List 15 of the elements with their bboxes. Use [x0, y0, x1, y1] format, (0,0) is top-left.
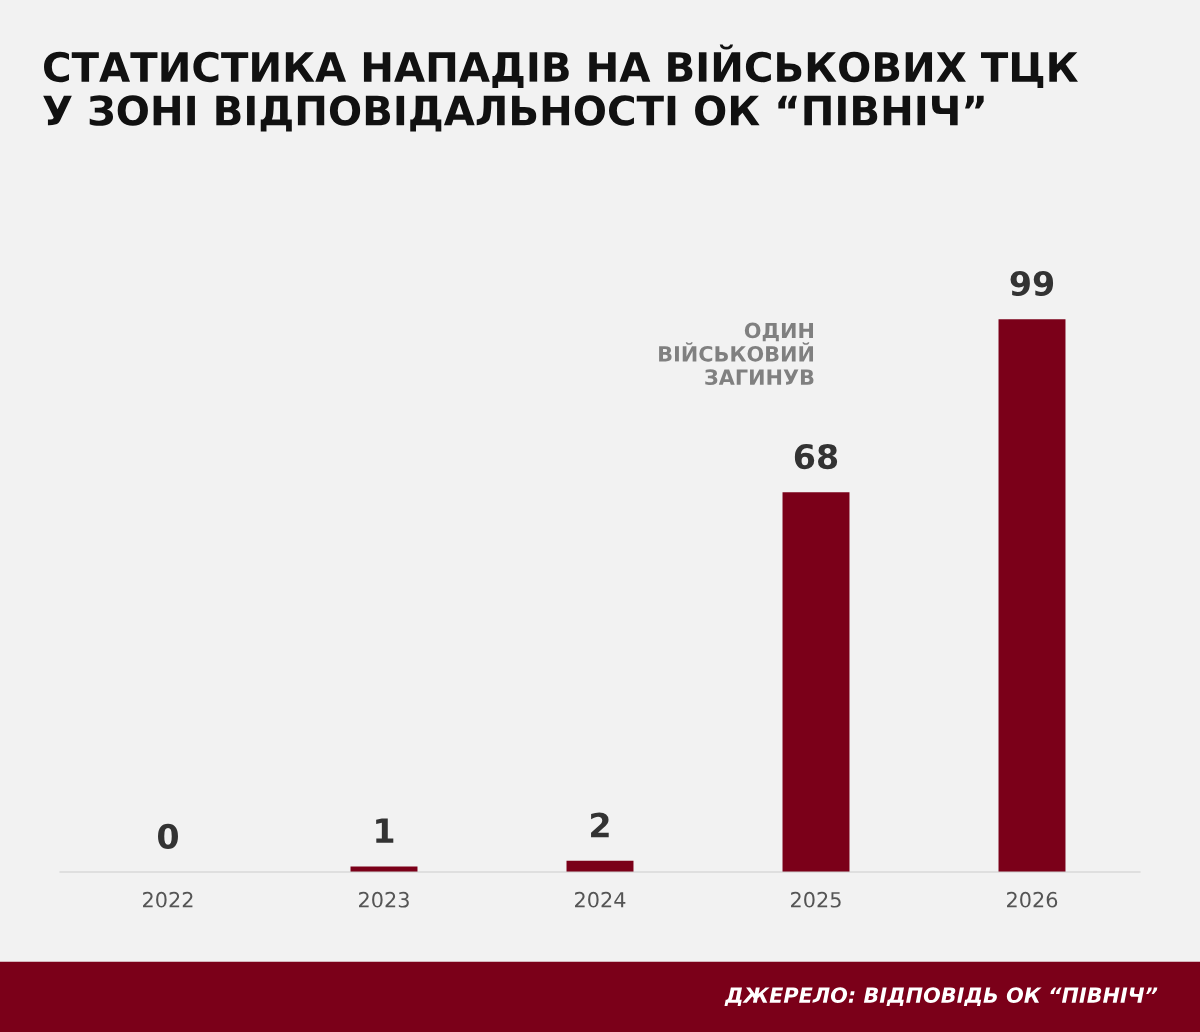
annotation: ОДИН ВІЙСЬКОВИЙ ЗАГИНУВ [659, 322, 814, 386]
data-label: 0 [158, 823, 178, 849]
text: ДЖЕРЕЛО: ВІДПОВІДЬ ОК “ПІВНІЧ” [724, 987, 1158, 1006]
data-label: 99 [1010, 270, 1054, 297]
x-tick-label: 2023 [359, 891, 409, 908]
data-label: 1 [376, 818, 394, 843]
data-label: 68 [794, 443, 838, 470]
x-tick-label: 2026 [1007, 891, 1058, 908]
bar [998, 319, 1066, 873]
x-tick-label: 2024 [575, 891, 626, 908]
data-label: 2 [591, 812, 609, 838]
x-tick-label: 2025 [791, 891, 841, 908]
bar [782, 492, 850, 873]
x-tick-label: 2022 [143, 891, 193, 908]
chart-title: СТАТИСТИКА НАПАДІВ НА ВІЙСЬКОВИХ ТЦК У ЗОНІ ВІДПОВІДАЛЬНОСТІ ОК “ПІВНІЧ” [43, 44, 1078, 132]
